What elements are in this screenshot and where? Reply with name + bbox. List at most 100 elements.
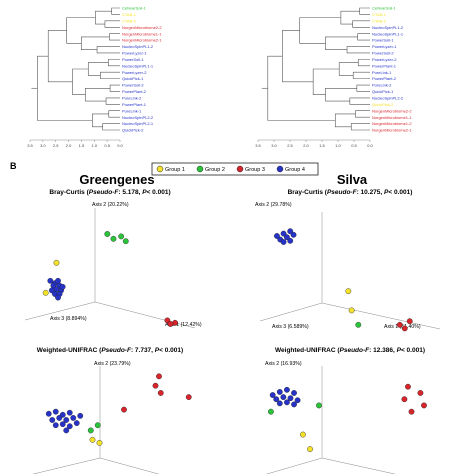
dendrogram-leaf-label: NucleoSpinPL2-2 — [372, 95, 404, 100]
legend-swatch — [156, 165, 164, 173]
ordination-point — [280, 394, 287, 401]
dendrogram-tick-label: 0.0 — [367, 143, 373, 148]
ordination-point — [276, 400, 283, 407]
dendrogram-branch — [100, 71, 120, 79]
ordination-point — [118, 233, 125, 240]
ordination-point — [70, 415, 77, 421]
legend-swatch — [276, 165, 284, 173]
dendrogram-branch — [299, 17, 341, 44]
dendrogram-right: CeNvarSoil-1CTAB-1CTAB-2NucleoSpinPL1-2N… — [255, 6, 412, 148]
column-title-greengenes: Greengenes — [79, 172, 154, 187]
dendrogram-branch — [92, 113, 109, 128]
legend-swatch — [236, 165, 244, 173]
ordination-point — [408, 408, 415, 415]
ordination-point — [300, 431, 306, 438]
dendrogram-tick-label: 1.5 — [79, 143, 85, 148]
ordination-point — [77, 412, 84, 419]
dendrogram-branch — [267, 55, 336, 121]
dendrogram-branch — [356, 84, 370, 92]
dendrogram-branch — [352, 20, 370, 28]
ordination-axes — [24, 208, 196, 329]
ordination-point — [316, 402, 322, 409]
dendrogram-tick-label: 2.5 — [287, 143, 293, 148]
dendrogram-branch — [357, 33, 370, 41]
dendrogram-branch — [111, 7, 120, 15]
dendrogram-branch — [338, 62, 359, 76]
dendrogram-branch — [109, 33, 120, 41]
dendrogram-tick-label: 2.0 — [66, 143, 72, 148]
ordination-title: Bray-Curtis (Pseudo-F: 10.275, P< 0.001) — [288, 189, 413, 196]
dendrogram-branch — [359, 7, 370, 15]
dendrogram-leaf-label: NorgenMicrobiome1-2 — [372, 121, 412, 126]
dendrogram-branch — [325, 36, 358, 51]
ordination-point — [355, 321, 362, 328]
dendrogram-leaf-label: CTAB-2 — [372, 18, 387, 23]
dendrogram-leaf-label: CTAB-2 — [122, 18, 137, 23]
legend-frame — [151, 162, 319, 176]
dendrogram-leaf-label: NorgenMicrobiome2-2 — [122, 25, 162, 30]
ordination-axis-label: Axis 2 (29.78%) — [255, 202, 292, 208]
dendrogram-leaf-label: PureLink-2 — [372, 83, 392, 88]
dendrogram-leaf-label: QuickPick-1 — [372, 89, 394, 94]
ordination-point — [156, 373, 162, 380]
dendrogram-leaf-label: QuickPick-1 — [122, 76, 144, 81]
ordination-point — [94, 422, 101, 429]
dendrogram-leaf-label: PowerLyzer-2 — [372, 57, 397, 62]
dendrogram-tick-label: 3.0 — [40, 143, 46, 148]
ordination-point — [66, 423, 73, 430]
ordination-point — [122, 238, 129, 245]
ordination-axis-label: Axis 1 (12.42%) — [165, 322, 202, 328]
ordination-point — [417, 390, 424, 396]
dendrogram-branch — [47, 30, 73, 83]
dendrogram-leaf-label: PowerPlant-2 — [122, 89, 147, 94]
panel-label-b: B — [10, 161, 17, 171]
ordination-point — [284, 386, 290, 393]
dendrogram-leaf-label: NucleoSpinPL1-2 — [122, 44, 154, 49]
ordination-point — [63, 417, 70, 423]
ordination-axis-label: Axis 3 (8.894%) — [50, 316, 87, 322]
ordination-title: Bray-Curtis (Pseudo-F: 5.178, P< 0.001) — [49, 189, 170, 196]
ordination-point — [284, 399, 290, 406]
dendrogram-leaf-label: NorgenMicrobiome2-1 — [372, 128, 412, 133]
dendrogram-branch — [104, 20, 120, 28]
ordination-point — [73, 420, 80, 427]
ordination-point — [401, 396, 408, 403]
ordination-point — [56, 415, 63, 421]
ordination-title: Weighted-UNIFRAC (Pseudo-F: 12.386, P< 0… — [275, 347, 425, 354]
dendrogram-branch — [87, 62, 109, 76]
dendrogram-leaf-label: PowerPlant-2 — [372, 76, 397, 81]
ordination-point — [52, 422, 59, 429]
ordination-point — [405, 383, 411, 390]
dendrogram-branch — [334, 113, 356, 128]
dendrogram-branch — [340, 10, 360, 25]
ordination-point — [283, 234, 290, 241]
dendrogram-leaf-label: NucleoSpinPL2-1 — [122, 121, 154, 126]
ordination-point — [167, 321, 174, 327]
dendrogram-branch — [346, 46, 370, 54]
ordination-point — [55, 294, 61, 301]
ordination-point — [269, 392, 276, 398]
dendrogram-branch — [37, 55, 93, 121]
dendrogram-leaf-label: PowerSoil-1 — [122, 57, 144, 62]
ordination-point — [45, 410, 52, 417]
ordination-point — [110, 235, 117, 242]
ordination-point — [348, 307, 355, 314]
dendrogram-branch — [95, 10, 112, 25]
ordination-point — [121, 406, 127, 413]
legend-label: Group 4 — [285, 167, 305, 173]
dendrogram-leaf-label: PowerLyzer-1 — [122, 51, 147, 56]
ordination-weighted-unifrac-silva: Weighted-UNIFRAC (Pseudo-F: 12.386, P< 0… — [265, 347, 427, 474]
dendrogram-leaf-label: QuickPick-2 — [122, 128, 144, 133]
dendrogram-branch — [109, 84, 120, 92]
dendrogram-tick-label: 2.5 — [53, 143, 59, 148]
dendrogram-leaf-label: NucleoSpinPL1-2 — [372, 25, 404, 30]
ordination-weighted-unifrac-greengenes: Weighted-UNIFRAC (Pseudo-F: 7.737, P< 0.… — [32, 347, 192, 474]
ordination-point — [53, 259, 60, 266]
dendrogram-tick-label: 3.5 — [255, 143, 261, 148]
dendrogram-branch — [108, 110, 120, 118]
ordination-point — [280, 239, 287, 245]
dendrogram-branch — [350, 123, 370, 131]
dendrogram-branch — [72, 68, 89, 95]
